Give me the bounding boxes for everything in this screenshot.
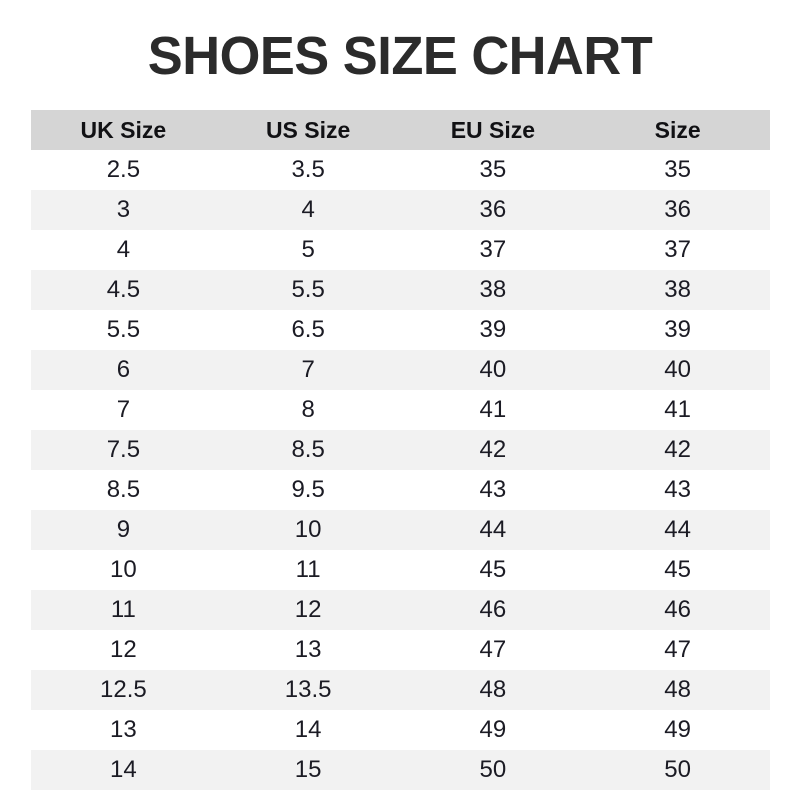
table-cell: 5.5 [215,270,401,310]
table-row: 14 15 50 50 [31,750,770,790]
table-cell: 42 [400,430,586,470]
table-cell: 7 [215,350,401,390]
table-cell: 11 [31,590,216,630]
table-cell: 47 [585,630,770,670]
table-cell: 12 [31,630,216,670]
table-row: 7.5 8.5 42 42 [31,430,770,470]
table-row: 3 4 36 36 [31,190,770,230]
table-cell: 8 [215,390,401,430]
table-cell: 43 [400,470,586,510]
column-header-us-size: US Size [215,110,401,150]
table-row: 2.5 3.5 35 35 [31,150,770,190]
table-cell: 37 [585,230,770,270]
table-row: 4 5 37 37 [31,230,770,270]
table-cell: 13 [31,710,216,750]
table-cell: 6.5 [215,310,401,350]
table-cell: 35 [400,150,586,190]
table-row: 10 11 45 45 [31,550,770,590]
table-cell: 2.5 [31,150,216,190]
table-cell: 15 [215,750,401,790]
table-cell: 40 [585,350,770,390]
table-cell: 12 [215,590,401,630]
table-cell: 49 [400,710,586,750]
table-cell: 46 [400,590,586,630]
table-cell: 3.5 [215,150,401,190]
table-cell: 39 [400,310,586,350]
table-cell: 7.5 [31,430,216,470]
table-cell: 5.5 [31,310,216,350]
column-header-size: Size [585,110,770,150]
table-cell: 38 [400,270,586,310]
table-cell: 9 [31,510,216,550]
table-cell: 38 [585,270,770,310]
table-cell: 41 [400,390,586,430]
table-cell: 8.5 [215,430,401,470]
table-row: 12 13 47 47 [31,630,770,670]
page-title: SHOES SIZE CHART [147,26,653,86]
table-cell: 40 [400,350,586,390]
table-cell: 50 [400,750,586,790]
table-cell: 4.5 [31,270,216,310]
table-cell: 36 [400,190,586,230]
table-cell: 45 [585,550,770,590]
column-header-eu-size: EU Size [400,110,586,150]
table-cell: 36 [585,190,770,230]
table-cell: 49 [585,710,770,750]
table-cell: 9.5 [215,470,401,510]
table-body: 2.5 3.5 35 35 3 4 36 36 4 5 37 37 4.5 5.5 38 38 5.5 6.5 39… [31,150,770,790]
size-chart-table: UK Size US Size EU Size Size 2.5 3.5 35 35 3… [31,110,770,790]
table-row: 6 7 40 40 [31,350,770,390]
table-cell: 35 [585,150,770,190]
table-cell: 10 [31,550,216,590]
table-cell: 4 [215,190,401,230]
table-row: 5.5 6.5 39 39 [31,310,770,350]
table-cell: 41 [585,390,770,430]
table-row: 12.5 13.5 48 48 [31,670,770,710]
table-row: 7 8 41 41 [31,390,770,430]
table-row: 13 14 49 49 [31,710,770,750]
table-cell: 13.5 [215,670,401,710]
table-row: 11 12 46 46 [31,590,770,630]
table-cell: 47 [400,630,586,670]
table-cell: 6 [31,350,216,390]
table-cell: 3 [31,190,216,230]
table-header-row: UK Size US Size EU Size Size [31,110,770,150]
table-cell: 39 [585,310,770,350]
table-cell: 7 [31,390,216,430]
table-cell: 48 [585,670,770,710]
table-cell: 11 [215,550,401,590]
table-header: UK Size US Size EU Size Size [31,110,770,150]
table-cell: 45 [400,550,586,590]
table-cell: 50 [585,750,770,790]
table-cell: 44 [585,510,770,550]
table-cell: 42 [585,430,770,470]
column-header-uk-size: UK Size [31,110,216,150]
table-cell: 14 [31,750,216,790]
table-cell: 48 [400,670,586,710]
table-cell: 10 [215,510,401,550]
table-cell: 5 [215,230,401,270]
table-cell: 4 [31,230,216,270]
table-cell: 43 [585,470,770,510]
table-cell: 46 [585,590,770,630]
table-cell: 13 [215,630,401,670]
table-cell: 8.5 [31,470,216,510]
table-row: 9 10 44 44 [31,510,770,550]
table-cell: 14 [215,710,401,750]
table-cell: 12.5 [31,670,216,710]
table-row: 8.5 9.5 43 43 [31,470,770,510]
table-row: 4.5 5.5 38 38 [31,270,770,310]
table-cell: 37 [400,230,586,270]
table-cell: 44 [400,510,586,550]
